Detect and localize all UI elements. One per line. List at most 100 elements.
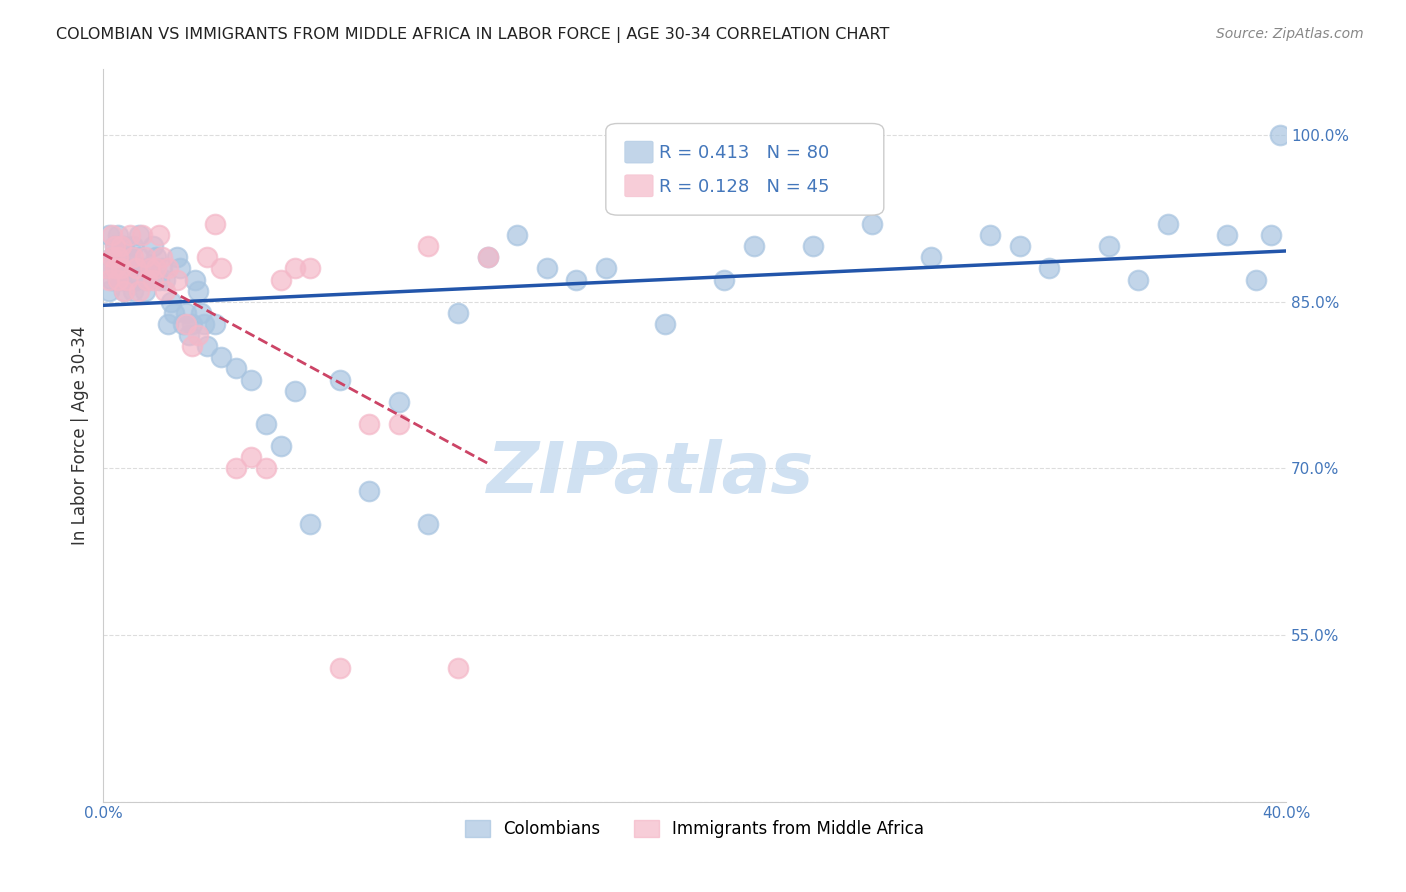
- Point: [1097, 239, 1119, 253]
- Point: [104, 239, 127, 253]
- Text: ZIPatlas: ZIPatlas: [486, 440, 814, 508]
- Point: [174, 306, 197, 320]
- Point: [155, 284, 177, 298]
- Point: [195, 250, 218, 264]
- Point: [1126, 272, 1149, 286]
- Point: [166, 250, 188, 264]
- Point: [1038, 261, 1060, 276]
- Point: [418, 239, 440, 253]
- Point: [136, 272, 159, 286]
- Point: [225, 361, 247, 376]
- Point: [128, 250, 150, 264]
- Point: [107, 250, 129, 264]
- Point: [134, 284, 156, 298]
- Point: [148, 228, 170, 243]
- Point: [388, 394, 411, 409]
- Point: [139, 261, 162, 276]
- Point: [1008, 239, 1031, 253]
- Point: [136, 272, 159, 286]
- Point: [107, 272, 129, 286]
- Point: [160, 294, 183, 309]
- Point: [1246, 272, 1268, 286]
- Point: [359, 483, 381, 498]
- Point: [145, 250, 167, 264]
- Point: [101, 228, 124, 243]
- Point: [131, 261, 153, 276]
- Point: [157, 317, 180, 331]
- Point: [115, 272, 138, 286]
- Point: [284, 384, 307, 398]
- Point: [131, 228, 153, 243]
- Point: [979, 228, 1001, 243]
- Point: [104, 261, 127, 276]
- Point: [477, 250, 499, 264]
- Point: [112, 284, 135, 298]
- Point: [155, 272, 177, 286]
- Point: [204, 317, 226, 331]
- Point: [128, 284, 150, 298]
- Point: [447, 661, 470, 675]
- Point: [654, 317, 676, 331]
- Point: [157, 261, 180, 276]
- Y-axis label: In Labor Force | Age 30-34: In Labor Force | Age 30-34: [72, 326, 89, 545]
- Point: [121, 250, 143, 264]
- Point: [388, 417, 411, 431]
- Text: R = 0.413   N = 80: R = 0.413 N = 80: [659, 144, 830, 162]
- Point: [329, 372, 352, 386]
- Point: [148, 272, 170, 286]
- Point: [254, 417, 277, 431]
- Point: [447, 306, 470, 320]
- Point: [299, 516, 322, 531]
- Point: [536, 261, 558, 276]
- Point: [270, 439, 292, 453]
- Point: [145, 261, 167, 276]
- Point: [329, 661, 352, 675]
- Point: [713, 272, 735, 286]
- Point: [418, 516, 440, 531]
- Text: R = 0.128   N = 45: R = 0.128 N = 45: [659, 178, 830, 195]
- Text: Source: ZipAtlas.com: Source: ZipAtlas.com: [1216, 27, 1364, 41]
- Point: [284, 261, 307, 276]
- FancyBboxPatch shape: [606, 123, 884, 215]
- Point: [101, 250, 124, 264]
- Point: [150, 261, 173, 276]
- Point: [142, 272, 165, 286]
- Point: [142, 239, 165, 253]
- Point: [110, 239, 132, 253]
- Point: [134, 250, 156, 264]
- Point: [1268, 128, 1291, 143]
- Point: [195, 339, 218, 353]
- Point: [184, 272, 207, 286]
- FancyBboxPatch shape: [624, 141, 654, 163]
- Point: [254, 461, 277, 475]
- Point: [177, 328, 200, 343]
- Legend: Colombians, Immigrants from Middle Africa: Colombians, Immigrants from Middle Afric…: [458, 813, 931, 845]
- Point: [506, 228, 529, 243]
- Point: [115, 261, 138, 276]
- FancyBboxPatch shape: [624, 175, 654, 197]
- Point: [101, 272, 124, 286]
- Point: [121, 239, 143, 253]
- Point: [107, 250, 129, 264]
- Point: [139, 261, 162, 276]
- Point: [270, 272, 292, 286]
- Point: [124, 272, 146, 286]
- Point: [94, 261, 117, 276]
- Point: [187, 328, 209, 343]
- Point: [112, 284, 135, 298]
- Point: [595, 261, 617, 276]
- Point: [187, 284, 209, 298]
- Point: [565, 272, 588, 286]
- Point: [359, 417, 381, 431]
- Point: [190, 306, 212, 320]
- Point: [299, 261, 322, 276]
- Point: [174, 317, 197, 331]
- Point: [860, 217, 883, 231]
- Point: [1216, 228, 1239, 243]
- Point: [240, 450, 263, 465]
- Point: [124, 261, 146, 276]
- Point: [166, 272, 188, 286]
- Point: [209, 351, 232, 365]
- Point: [180, 339, 202, 353]
- Point: [94, 261, 117, 276]
